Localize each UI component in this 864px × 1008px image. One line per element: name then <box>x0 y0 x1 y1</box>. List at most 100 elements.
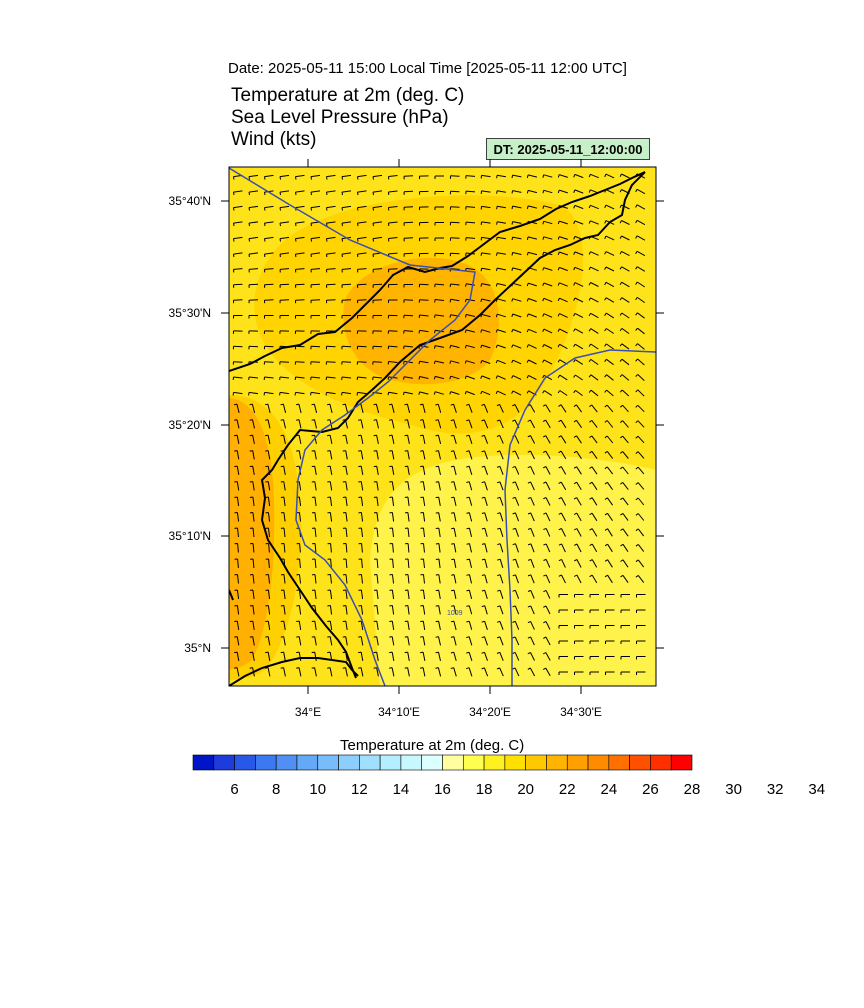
wind-barb <box>512 328 522 334</box>
wind-barb <box>407 419 410 429</box>
wind-barb <box>530 636 535 646</box>
wind-barb <box>252 466 255 475</box>
wind-barb-tick <box>542 267 545 271</box>
wind-barb-tick <box>389 434 393 437</box>
wind-barb-tick <box>511 252 514 256</box>
wind-barb <box>636 235 646 241</box>
wind-barb <box>607 574 613 584</box>
wind-barb <box>314 558 317 569</box>
wind-barb <box>561 528 566 537</box>
wind-barb <box>345 574 348 584</box>
wind-barb-tick <box>526 313 529 317</box>
wind-barb <box>357 268 367 270</box>
wind-barb <box>574 297 584 303</box>
wind-barb <box>295 283 305 286</box>
wind-barb-tick <box>481 465 485 468</box>
wind-barb-tick <box>450 651 454 654</box>
wind-barb-tick <box>542 236 545 240</box>
wind-barb <box>298 605 302 615</box>
wind-barb <box>361 558 363 569</box>
wind-barb-tick <box>557 189 560 194</box>
wind-barb-tick <box>512 620 516 623</box>
wind-barb <box>314 589 317 600</box>
wind-barb <box>252 636 255 646</box>
wind-barb-tick <box>604 297 607 301</box>
wind-barb-tick <box>589 404 593 408</box>
wind-barb-tick <box>512 574 516 577</box>
wind-barb <box>484 512 488 522</box>
colorbar-box <box>566 754 589 771</box>
wind-barb-tick <box>279 223 281 227</box>
wind-barb <box>499 450 504 460</box>
wind-barb <box>422 512 426 522</box>
wind-barb <box>527 189 538 194</box>
wind-barb-tick <box>604 220 607 224</box>
wind-barb <box>576 450 582 460</box>
wind-barb <box>422 434 426 445</box>
wind-barb <box>606 343 614 350</box>
wind-barb-tick <box>589 543 593 547</box>
wind-barb-tick <box>511 298 514 302</box>
wind-barb <box>560 512 567 522</box>
wind-barb <box>469 543 472 553</box>
wind-barb <box>560 450 567 460</box>
wind-barb <box>233 361 243 363</box>
wind-barb <box>283 496 286 507</box>
wind-barb-tick <box>280 496 284 498</box>
wind-barb <box>468 435 473 444</box>
wind-barb <box>512 190 522 193</box>
wind-barb <box>345 481 348 491</box>
wind-barb-tick <box>511 375 514 379</box>
wind-barb <box>450 252 460 255</box>
wind-barb-tick <box>527 652 531 655</box>
colorbar-tick-label: 26 <box>642 781 659 798</box>
wind-barb <box>530 497 535 506</box>
wind-barb <box>391 621 395 630</box>
wind-barb <box>345 558 348 569</box>
wind-barb <box>636 219 646 226</box>
wind-barb-tick <box>604 559 608 562</box>
wind-barb <box>248 221 259 224</box>
wind-barb-tick <box>635 404 639 408</box>
wind-barb <box>497 313 506 318</box>
wind-barb-tick <box>435 496 439 499</box>
wind-barb <box>314 450 317 460</box>
wind-barb <box>637 497 645 506</box>
wind-barb <box>453 605 457 615</box>
wind-barb-tick <box>512 481 516 484</box>
wind-barb <box>481 190 491 193</box>
wind-barb <box>268 543 270 553</box>
wind-barb-tick <box>264 238 266 242</box>
wind-barb-tick <box>342 605 346 607</box>
wind-barb <box>326 391 336 395</box>
wind-barb-tick <box>573 512 578 516</box>
wind-barb-tick <box>466 605 470 607</box>
wind-barb-tick <box>420 450 424 452</box>
wind-barb <box>295 221 305 224</box>
wind-barb <box>499 481 504 491</box>
wind-barb <box>360 636 364 646</box>
wind-barb-tick <box>450 419 454 422</box>
wind-barb-tick <box>481 496 485 499</box>
wind-barb <box>483 435 489 444</box>
wind-barb-tick <box>389 465 393 468</box>
wind-barb <box>345 621 348 630</box>
coastline-west-edge <box>229 589 234 601</box>
wind-barb <box>391 605 395 615</box>
wind-barb <box>606 404 614 413</box>
wind-barb-tick <box>573 450 577 454</box>
wind-barb <box>264 283 274 286</box>
wind-barb-tick <box>558 419 562 423</box>
wind-barb <box>530 512 535 522</box>
wind-barb-tick <box>588 297 591 301</box>
wind-barb <box>514 590 520 599</box>
wind-barb <box>237 574 239 584</box>
colorbar-box <box>296 754 319 771</box>
wind-barb <box>559 313 568 318</box>
wind-barb-tick <box>234 465 238 468</box>
colorbar-box <box>525 754 547 771</box>
wind-barb-tick <box>342 450 346 452</box>
wind-barb-tick <box>604 481 608 485</box>
wind-barb <box>435 391 444 395</box>
wind-barb-tick <box>248 176 250 180</box>
